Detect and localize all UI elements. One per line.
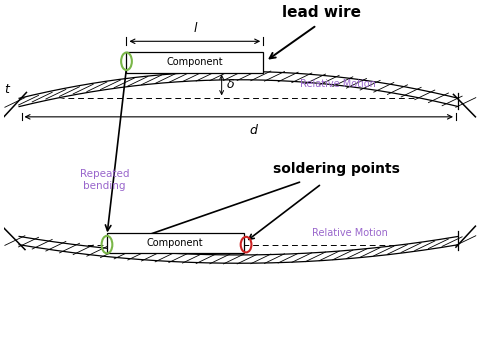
Text: Relative Motion: Relative Motion: [312, 227, 388, 237]
Text: Component: Component: [166, 57, 223, 67]
Text: d: d: [249, 124, 257, 137]
Text: Relative Motion: Relative Motion: [300, 79, 376, 88]
Text: Repeated
bending: Repeated bending: [80, 169, 129, 191]
Text: δ: δ: [227, 79, 234, 92]
Text: t: t: [4, 83, 9, 96]
Bar: [107, 233, 244, 253]
Text: l: l: [193, 22, 197, 35]
Text: Component: Component: [147, 238, 204, 248]
Text: soldering points: soldering points: [273, 162, 400, 176]
Bar: [127, 52, 263, 72]
Text: lead wire: lead wire: [282, 5, 361, 20]
